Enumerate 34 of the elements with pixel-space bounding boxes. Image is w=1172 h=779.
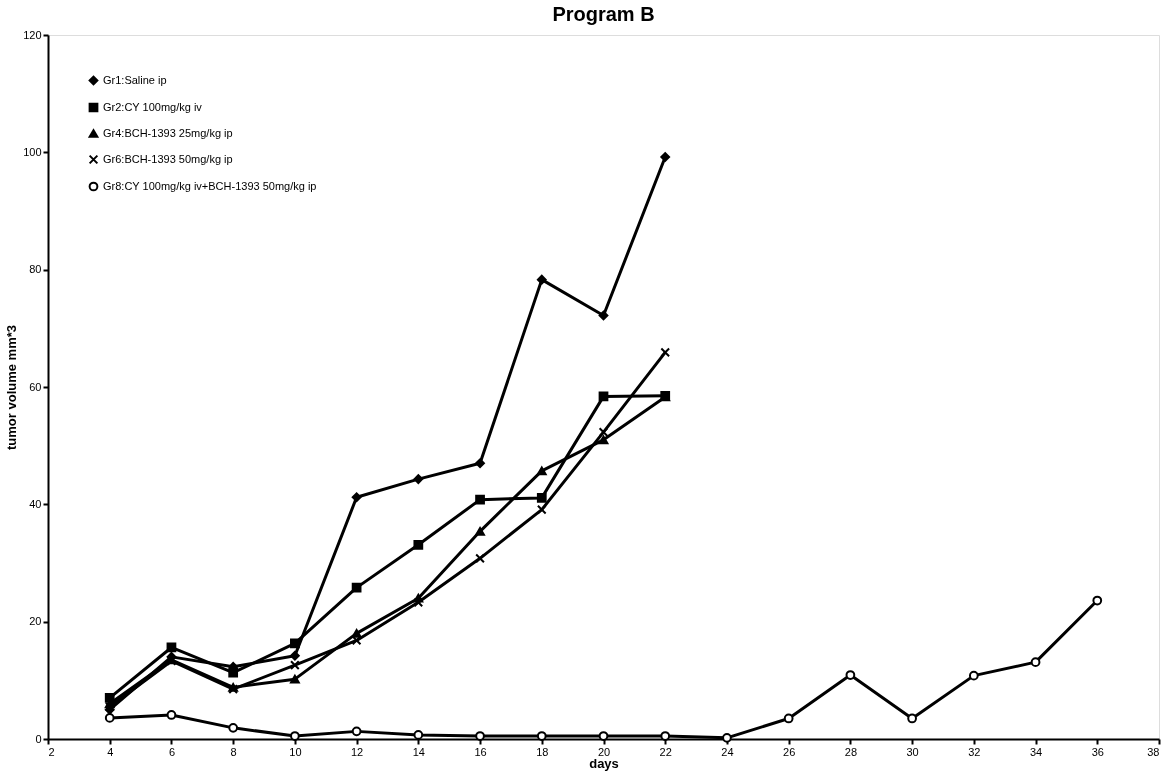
x-tick-label: 36	[1091, 745, 1104, 758]
legend-label: Gr4:BCH-1393 25mg/kg ip	[103, 126, 233, 139]
x-tick-label: 28	[844, 745, 858, 758]
x-tick-label: 26	[783, 745, 796, 758]
x-tick-label: 20	[597, 745, 611, 758]
y-tick-label: 120	[23, 28, 42, 41]
y-axis-title: tumor volume mm*3	[4, 325, 20, 450]
y-tick-label: 40	[29, 497, 42, 510]
x-tick-label: 22	[659, 745, 672, 758]
x-tick-label: 18	[536, 745, 549, 758]
x-tick-label: 6	[168, 745, 176, 758]
x-tick-label: 32	[968, 745, 981, 758]
x-tick-label: 8	[230, 745, 237, 758]
x-tick-label: 38	[1147, 745, 1160, 758]
x-axis-title: days	[589, 755, 619, 771]
y-tick-label: 0	[35, 732, 42, 745]
x-tick-label: 14	[412, 745, 425, 758]
x-tick-label: 24	[721, 745, 734, 758]
x-tick-label: 12	[350, 745, 364, 758]
y-tick-label: 80	[29, 263, 42, 276]
legend-label: Gr6:BCH-1393 50mg/kg ip	[103, 152, 233, 165]
x-tick-label: 30	[906, 745, 919, 758]
legend-label: Gr1:Saline ip	[103, 73, 167, 86]
x-tick-label: 2	[48, 745, 55, 758]
legend-label: Gr2:CY 100mg/kg iv	[103, 100, 203, 113]
x-tick-label: 10	[289, 745, 302, 758]
x-tick-label: 16	[474, 745, 487, 758]
x-tick-label: 34	[1029, 745, 1043, 758]
y-tick-label: 60	[29, 380, 42, 393]
chart-title: Program B	[552, 3, 655, 25]
legend-label: Gr8:CY 100mg/kg iv+BCH-1393 50mg/kg ip	[103, 179, 317, 192]
x-tick-label: 4	[107, 745, 114, 758]
y-tick-label: 20	[29, 615, 42, 628]
y-tick-label: 100	[23, 145, 42, 158]
